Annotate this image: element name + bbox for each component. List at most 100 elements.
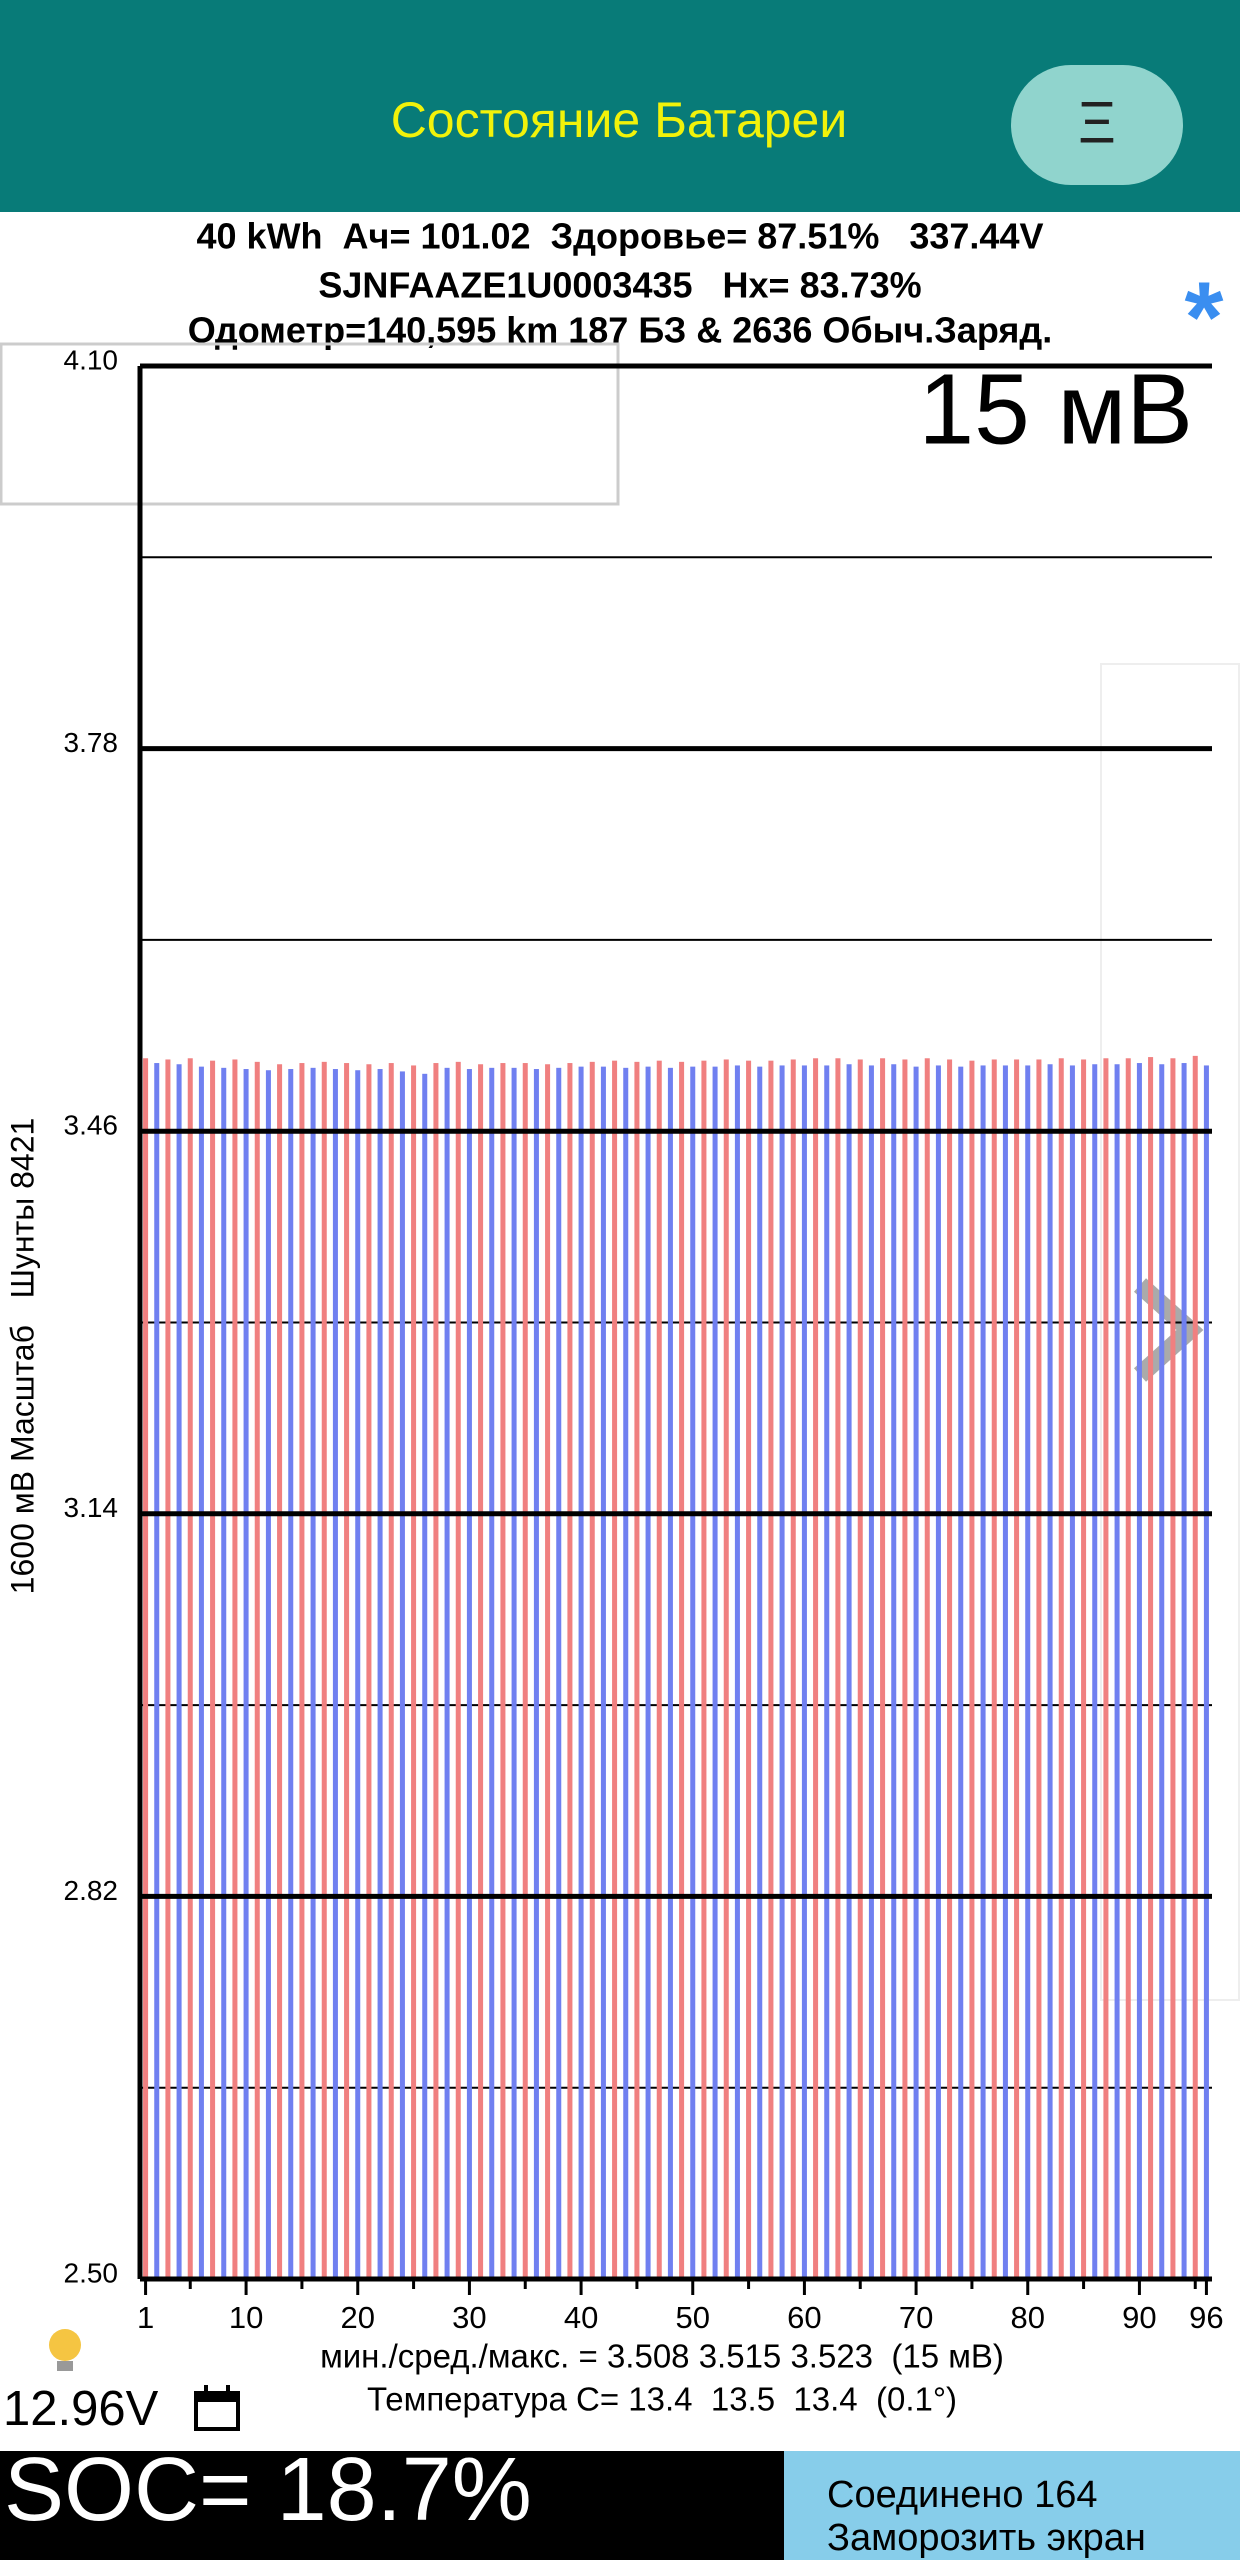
bar (612, 1060, 618, 2279)
y-tick-label: 3.46 (64, 1110, 119, 1141)
bar (600, 1066, 606, 2279)
bar (422, 1073, 428, 2279)
connected: Соединено 164 (827, 2474, 1097, 2516)
bar (980, 1065, 986, 2279)
marker[interactable]: * (1185, 261, 1224, 373)
bar (533, 1069, 539, 2279)
calendar-icon[interactable] (194, 2385, 240, 2431)
bar (1192, 1055, 1198, 2279)
bar (768, 1060, 774, 2279)
bar (1136, 1063, 1142, 2279)
plot: 2.50 2.82 3.14 3.46 3.78 4.10 1 10 20 30 40 50 60 70 8… (64, 344, 1224, 2335)
bar (176, 1064, 182, 2279)
bar (210, 1060, 216, 2279)
bar (891, 1064, 897, 2279)
bar (254, 1061, 260, 2279)
bar (288, 1069, 294, 2279)
bar (399, 1071, 405, 2279)
bar (377, 1069, 383, 2279)
bar (1047, 1064, 1053, 2279)
y-tick-label: 2.50 (64, 2257, 119, 2288)
y-tick-label: 2.82 (64, 1875, 119, 1906)
bar (388, 1063, 394, 2279)
x-tick-label: 70 (899, 2300, 933, 2335)
x-tick-label: 30 (452, 2300, 486, 2335)
y-tick-label: 3.78 (64, 727, 119, 758)
bar (623, 1067, 629, 2279)
soc: SOC= 18.7% (4, 2440, 532, 2540)
bar (545, 1064, 551, 2279)
bar (779, 1065, 785, 2279)
header-title: Состояние Батареи (391, 92, 848, 148)
bar (734, 1065, 740, 2279)
bar (656, 1060, 662, 2279)
bar (556, 1067, 562, 2279)
bar (511, 1067, 517, 2279)
bar (1103, 1058, 1109, 2279)
bar (1058, 1058, 1064, 2279)
bar (143, 1058, 149, 2279)
bar (958, 1066, 964, 2279)
x-tick-label: 50 (676, 2300, 710, 2335)
bar (478, 1064, 484, 2279)
bar (746, 1060, 752, 2279)
y-tick-label: 3.14 (64, 1492, 119, 1523)
bar (567, 1063, 573, 2279)
status-panel[interactable] (784, 2451, 1240, 2560)
bar (902, 1059, 908, 2279)
scale-label: 15 мВ (919, 353, 1193, 465)
bar (489, 1067, 495, 2279)
bar (1069, 1065, 1075, 2279)
bar (634, 1061, 640, 2279)
bar (947, 1059, 953, 2279)
bar (1181, 1063, 1187, 2279)
bar (679, 1061, 685, 2279)
bar (1002, 1065, 1008, 2279)
bar (310, 1067, 316, 2279)
freeze-button[interactable]: Заморозить экран (827, 2517, 1146, 2559)
bar (466, 1069, 472, 2279)
bar (221, 1067, 227, 2279)
bar (232, 1059, 238, 2279)
bar (924, 1058, 930, 2279)
bar (366, 1064, 372, 2279)
bar (880, 1058, 886, 2279)
bar (187, 1058, 193, 2279)
bar (667, 1067, 673, 2279)
temperature: Температура C= 13.4 13.5 13.4 (0.1°) (367, 2381, 957, 2418)
bar (243, 1069, 249, 2279)
next-arrow[interactable] (1133, 1278, 1204, 1382)
bar (344, 1063, 350, 2279)
bar (589, 1061, 595, 2279)
x-tick-label: 96 (1189, 2300, 1223, 2335)
bar (265, 1070, 271, 2279)
bar (299, 1063, 305, 2279)
bar (1159, 1064, 1165, 2279)
bar (913, 1066, 919, 2279)
bar (444, 1067, 450, 2279)
info-line: SJNFAAZE1U0003435 Hx= 83.73% (318, 265, 921, 306)
bar (1114, 1064, 1120, 2279)
voltage: 12.96V (3, 2382, 159, 2436)
bar (1092, 1064, 1098, 2279)
bar (690, 1066, 696, 2279)
bar (645, 1066, 651, 2279)
menu-icon[interactable]: Ξ (1078, 90, 1116, 155)
bar (723, 1059, 729, 2279)
y-tick-label: 4.10 (64, 344, 119, 375)
x-tick-label: 40 (564, 2300, 598, 2335)
bar (757, 1066, 763, 2279)
stats: мин./сред./макс. = 3.508 3.515 3.523 (15… (320, 2338, 1004, 2375)
bar (1148, 1057, 1154, 2279)
bar (455, 1061, 461, 2279)
x-tick-label: 1 (137, 2300, 154, 2335)
x-tick-label: 10 (229, 2300, 263, 2335)
bar (712, 1066, 718, 2279)
bar (1170, 1058, 1176, 2279)
bar (1125, 1058, 1131, 2279)
menu-button[interactable] (1011, 65, 1183, 185)
bar (1014, 1059, 1020, 2279)
bar (935, 1065, 941, 2279)
